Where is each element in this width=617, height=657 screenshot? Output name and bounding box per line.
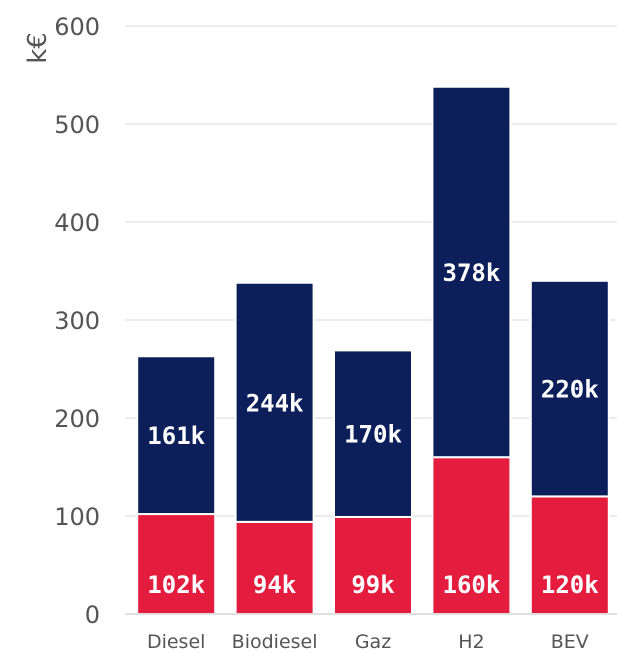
y-tick-label: 600 [54, 13, 100, 41]
data-label: 160k [443, 571, 501, 599]
data-label: 244k [246, 389, 304, 417]
y-tick-label: 100 [54, 503, 100, 531]
data-label: 94k [253, 571, 297, 599]
data-label: 102k [147, 571, 205, 599]
bar-segment [136, 355, 217, 516]
x-tick-label: Biodiesel [232, 631, 318, 653]
y-tick-label: 200 [54, 405, 100, 433]
bar-segment [529, 279, 610, 498]
y-axis-label: k€ [23, 32, 53, 64]
bar-segment [333, 349, 413, 518]
y-tick-label: 400 [54, 209, 100, 237]
y-tick-label: 500 [54, 111, 100, 139]
bar-segment [234, 520, 315, 616]
y-tick-label: 300 [54, 307, 100, 335]
data-label: 170k [344, 421, 402, 449]
x-tick-label: Gaz [355, 631, 391, 653]
bar-segment [529, 495, 610, 615]
x-tick-label: BEV [551, 631, 589, 653]
bar-segment [136, 513, 217, 615]
bar-segment [234, 281, 315, 523]
data-label: 378k [443, 259, 501, 287]
data-label: 161k [147, 422, 205, 450]
y-tick-label: 0 [85, 601, 100, 629]
data-label: 220k [541, 376, 599, 404]
bar-segment [431, 85, 512, 459]
data-label: 120k [541, 571, 599, 599]
x-tick-label: H2 [458, 631, 484, 653]
bar-segment [333, 515, 413, 615]
data-label: 99k [351, 571, 395, 599]
bars [136, 85, 610, 616]
data-labels: 102k 161k 94k 244k 99k 170k 160k 378k 120k 220k [147, 259, 599, 599]
x-tick-label: Diesel [147, 631, 205, 653]
